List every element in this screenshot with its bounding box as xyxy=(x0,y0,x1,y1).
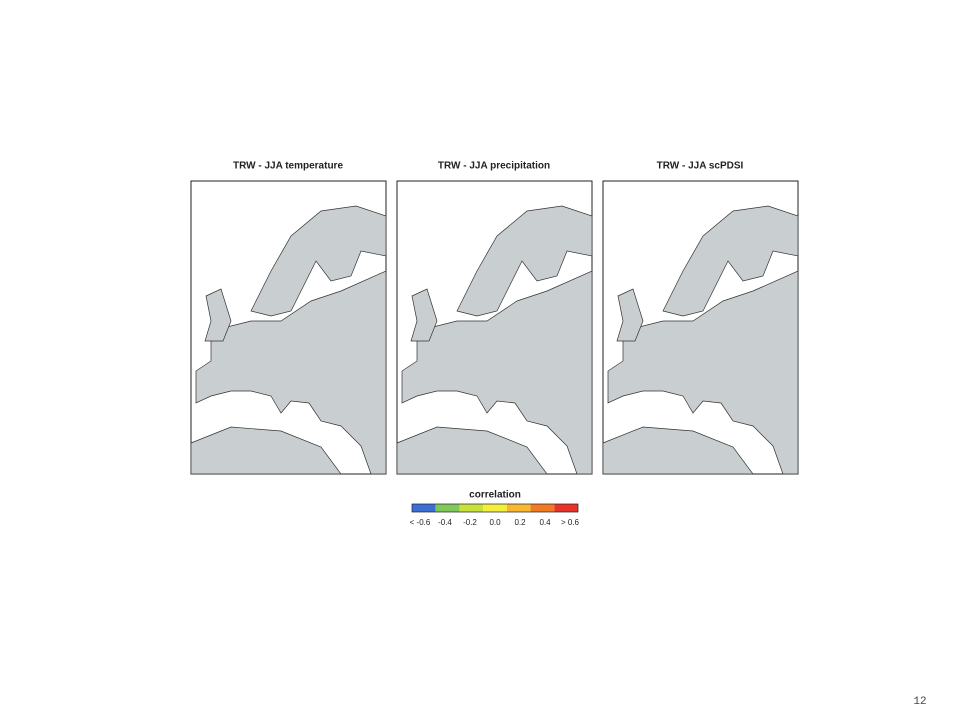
page-number: 12 xyxy=(913,696,926,708)
panel-title: TRW - JJA temperature xyxy=(233,161,343,172)
legend-label: 0.0 xyxy=(489,518,501,527)
panel-title: TRW - JJA precipitation xyxy=(438,161,550,172)
legend-label: 0.4 xyxy=(539,518,551,527)
panel-title: TRW - JJA scPDSI xyxy=(657,161,744,172)
legend-swatch xyxy=(412,504,436,512)
legend-label: -0.2 xyxy=(463,518,477,527)
legend-swatch xyxy=(506,504,531,512)
legend-swatch xyxy=(459,504,484,512)
legend-label: > 0.6 xyxy=(561,518,580,527)
legend-label: < -0.6 xyxy=(410,518,431,527)
legend-swatch xyxy=(483,504,507,512)
legend-swatch xyxy=(554,504,578,512)
map-panel xyxy=(396,180,593,475)
legend-swatch xyxy=(530,504,555,512)
legend-frame xyxy=(411,503,579,513)
legend-swatch xyxy=(435,504,460,512)
map-panel xyxy=(602,180,799,475)
legend-title: correlation xyxy=(469,490,521,501)
legend-label: 0.2 xyxy=(514,518,526,527)
map-panel xyxy=(190,180,387,475)
legend-label: -0.4 xyxy=(438,518,452,527)
